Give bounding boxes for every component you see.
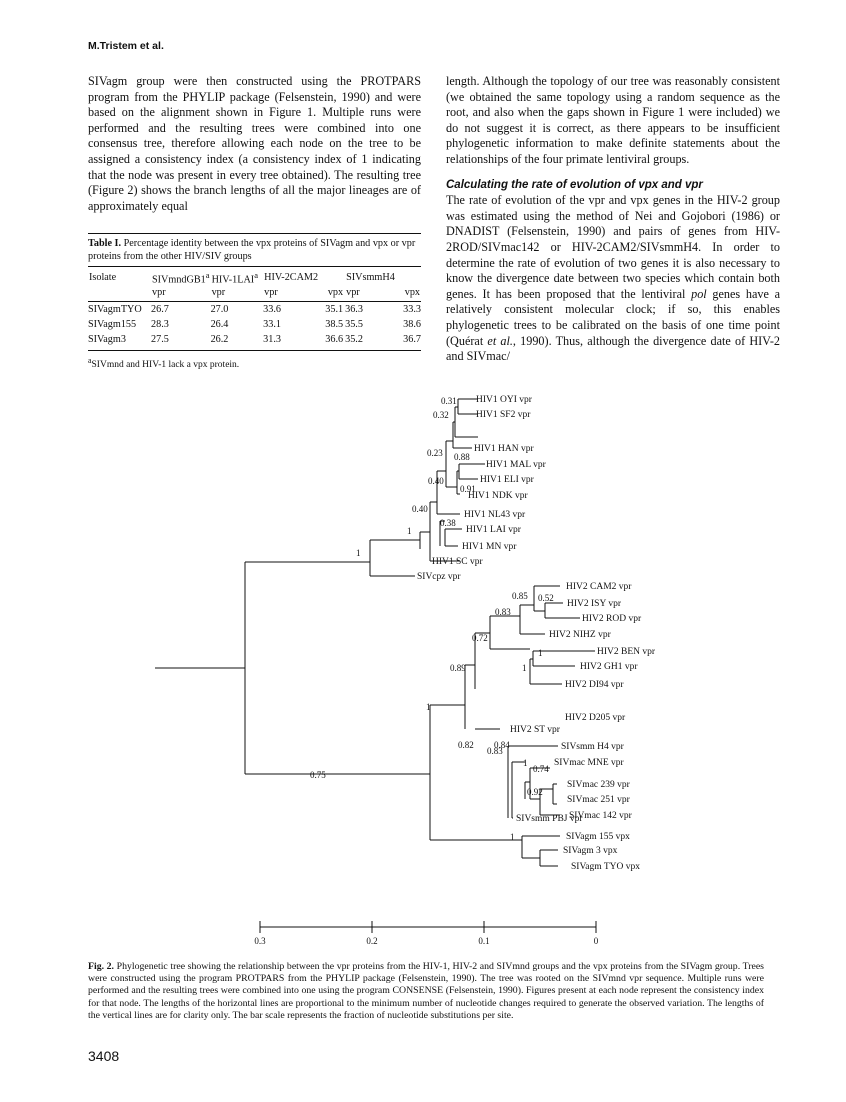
node-value: 0.84 (494, 740, 510, 750)
node-value: 0.88 (454, 452, 470, 462)
left-column: SIVagm group were then constructed using… (88, 74, 421, 214)
tree-leaf-label: SIVsmm H4 vpr (561, 742, 625, 752)
subheader-vpr: vpr (263, 286, 302, 303)
node-value: 0.83 (487, 746, 503, 756)
table-row: SIVagm3 27.5 26.2 31.3 36.6 35.2 36.7 (88, 332, 421, 352)
right-column: length. Although the topology of our tre… (446, 74, 780, 365)
scale-tick-label: 0.2 (366, 936, 377, 946)
scale-tick-label: 0.3 (254, 936, 266, 946)
table-row: SIVagmTYO 26.7 27.0 33.6 35.1 36.3 33.3 (88, 304, 421, 316)
tree-leaf-label: HIV1 HAN vpr (474, 444, 534, 454)
tree-leaf-label: HIV1 LAI vpr (466, 525, 522, 535)
subheader-vpx: vpx (301, 286, 346, 303)
tree-leaf-label: HIV1 NL43 vpr (464, 510, 526, 520)
phylogenetic-tree: HIV1 OYI vpr HIV1 SF2 vpr HIV1 HAN vpr H… (155, 395, 656, 946)
tree-leaf-label: HIV2 NIHZ vpr (549, 630, 612, 640)
subheader-vpr: vpr (151, 286, 211, 303)
col-header-lai: HIV-1LAIa (210, 266, 264, 287)
paragraph: The rate of evolution of the vpr and vpx… (446, 193, 781, 364)
tree-leaf-label: HIV1 OYI vpr (476, 395, 533, 405)
node-value: 0.83 (495, 607, 511, 617)
node-value: 0.40 (428, 476, 444, 486)
table-footnote: aSIVmnd and HIV-1 lack a vpx protein. (88, 356, 240, 371)
subheader-vpx: vpx (383, 286, 421, 303)
node-value: 0.92 (527, 787, 543, 797)
tree-leaf-label: SIVagm 3 vpx (563, 846, 618, 856)
tree-leaf-label: SIVsmm PBJ vpr (516, 814, 583, 824)
tree-leaf-label: HIV1 NDK vpr (468, 491, 528, 501)
running-head: M.Tristem et al. (88, 40, 164, 52)
tree-leaf-label: SIVmac 251 vpr (567, 795, 631, 805)
node-value: 1 (538, 648, 543, 658)
tree-leaf-label: HIV2 CAM2 vpr (566, 582, 632, 592)
tree-leaf-label: SIVagm TYO vpx (571, 862, 640, 872)
node-value: 0.91 (460, 484, 476, 494)
subheader-vpr: vpr (210, 286, 264, 303)
section-heading: Calculating the rate of evolution of vpx… (446, 178, 703, 191)
tree-leaf-label: HIV2 D205 vpr (565, 713, 626, 723)
figure-caption: Fig. 2. Phylogenetic tree showing the re… (88, 961, 764, 1021)
paragraph: length. Although the topology of our tre… (446, 74, 780, 166)
tree-leaf-label: HIV2 ST vpr (510, 725, 561, 735)
identity-table: Isolate SIVmndGB1a HIV-1LAIa HIV-2CAM2 S… (88, 266, 421, 352)
tree-leaf-label: SIVagm 155 vpx (566, 832, 630, 842)
table-row: SIVagm155 28.3 26.4 33.1 38.5 35.5 38.6 (88, 319, 421, 331)
tree-leaf-labels: HIV1 OYI vpr HIV1 SF2 vpr HIV1 HAN vpr H… (417, 395, 656, 872)
tree-leaf-label: SIVmac 142 vpr (569, 811, 633, 821)
tree-leaf-label: HIV1 MN vpr (462, 542, 517, 552)
tree-leaf-label: HIV1 SC vpr (432, 557, 484, 567)
node-value: 0.85 (512, 591, 528, 601)
tree-leaf-label: SIVcpz vpr (417, 572, 461, 582)
table-caption: Table I. Percentage identity between the… (88, 233, 421, 263)
table-1: Table I. Percentage identity between the… (88, 233, 421, 371)
node-value: 0.52 (538, 593, 554, 603)
tree-leaf-label: HIV1 SF2 vpr (476, 410, 531, 420)
scale-tick-label: 0.1 (478, 936, 489, 946)
node-value: 0.75 (310, 770, 326, 780)
node-value: 1 (523, 758, 528, 768)
tree-leaf-label: SIVmac MNE vpr (554, 758, 624, 768)
tree-leaf-label: HIV1 ELI vpr (480, 475, 535, 485)
scale-tick-label: 0 (594, 936, 599, 946)
tree-leaf-label: HIV2 ROD vpr (582, 614, 642, 624)
node-value: 0.72 (472, 633, 488, 643)
tree-leaf-label: HIV1 MAL vpr (486, 460, 547, 470)
tree-leaf-label: HIV2 BEN vpr (597, 647, 656, 657)
node-value: 1 (426, 702, 431, 712)
scale-bar: 0.3 0.2 0.1 0 (254, 921, 599, 946)
paragraph: SIVagm group were then constructed using… (88, 74, 421, 213)
node-value: 1 (522, 663, 527, 673)
tree-leaf-label: HIV2 DI94 vpr (565, 680, 624, 690)
node-value: 0.82 (458, 740, 474, 750)
col-header-mnd: SIVmndGB1a (151, 266, 211, 287)
node-value: 1 (407, 526, 412, 536)
tree-leaf-label: HIV2 GH1 vpr (580, 662, 638, 672)
node-value: 0.40 (412, 504, 428, 514)
col-header-smm: SIVsmmH4 (345, 266, 421, 287)
node-value: 0.31 (441, 396, 457, 406)
tree-branches (155, 398, 595, 867)
node-value: 0.74 (533, 764, 549, 774)
tree-node-labels: 0.31 0.32 0.23 0.88 0.91 0.40 0.40 0.38 … (310, 396, 554, 842)
node-value: 1 (356, 548, 361, 558)
node-value: 0.89 (450, 663, 466, 673)
node-value: 1 (510, 832, 515, 842)
tree-leaf-label: SIVmac 239 vpr (567, 780, 631, 790)
col-header-cam2: HIV-2CAM2 (263, 266, 346, 287)
node-value: 0.32 (433, 410, 449, 420)
node-value: 0.23 (427, 448, 443, 458)
col-header-isolate: Isolate (88, 266, 151, 287)
page-number: 3408 (88, 1048, 120, 1064)
tree-leaf-label: HIV2 ISY vpr (567, 599, 622, 609)
node-value: 0.38 (440, 518, 456, 528)
subheader-vpr: vpr (345, 286, 384, 303)
